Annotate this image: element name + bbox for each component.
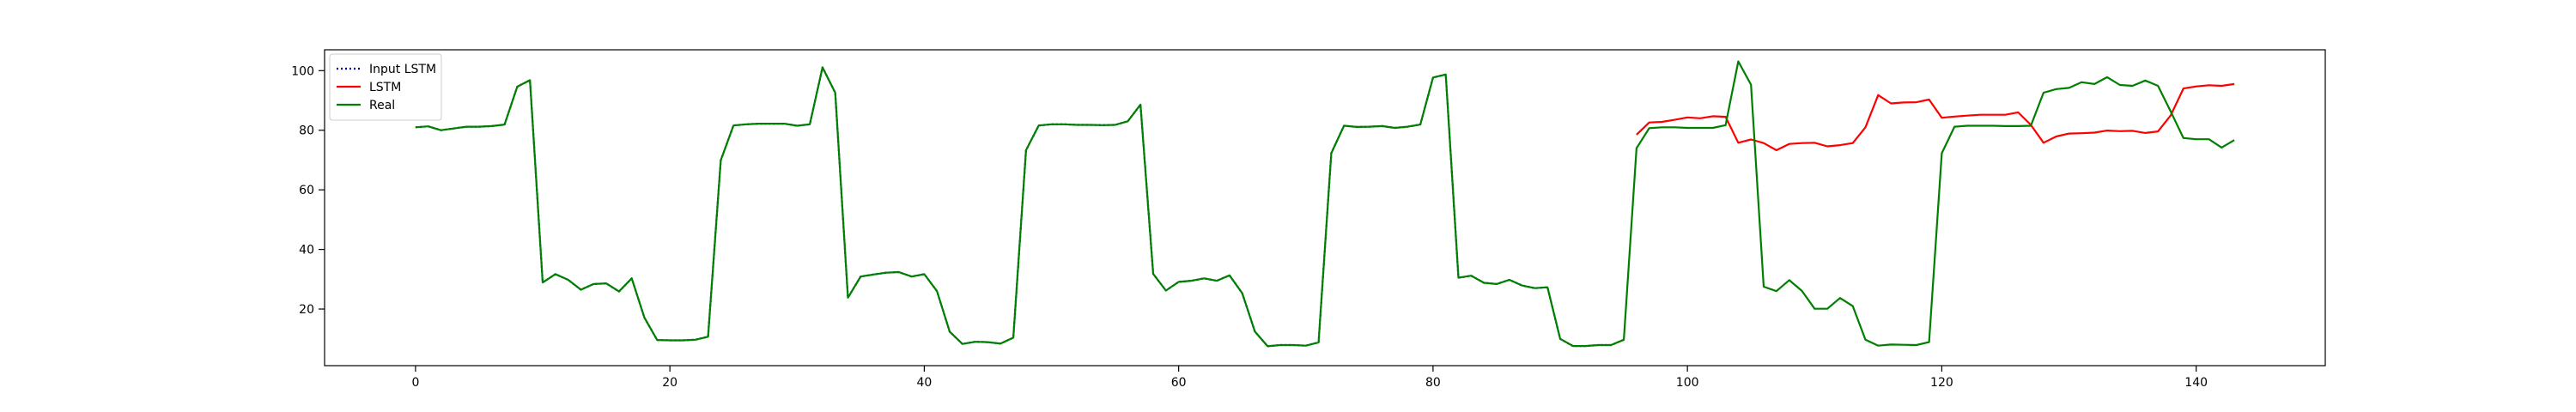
x-tick-label: 20 [662, 376, 677, 390]
axes-frame [324, 49, 2326, 367]
axes: 0 20 40 60 80 100 120 140 20 40 60 80 100 [291, 49, 2326, 390]
y-tick-label: 80 [299, 124, 314, 138]
x-tick-label: 60 [1171, 376, 1187, 390]
legend: Input LSTM LSTM Real [329, 53, 442, 121]
y-tick-label: 100 [291, 64, 314, 78]
x-tick-label: 140 [2184, 376, 2208, 390]
x-tick-label: 120 [1930, 376, 1953, 390]
x-tick-label: 80 [1425, 376, 1441, 390]
y-tick-label: 20 [299, 303, 314, 317]
series-line-lstm [1636, 82, 2235, 152]
legend-label-real: Real [369, 99, 395, 112]
plot-area [415, 60, 2235, 348]
legend-label-lstm: LSTM [369, 81, 401, 94]
series-line-real [415, 60, 2235, 348]
x-tick-label: 0 [411, 376, 419, 390]
x-tick-label: 100 [1676, 376, 1699, 390]
legend-box [329, 53, 442, 121]
y-tick-label: 60 [299, 184, 314, 197]
x-tick-label: 40 [916, 376, 932, 390]
y-tick-label: 40 [299, 244, 314, 258]
legend-label-input-lstm: Input LSTM [369, 63, 436, 76]
